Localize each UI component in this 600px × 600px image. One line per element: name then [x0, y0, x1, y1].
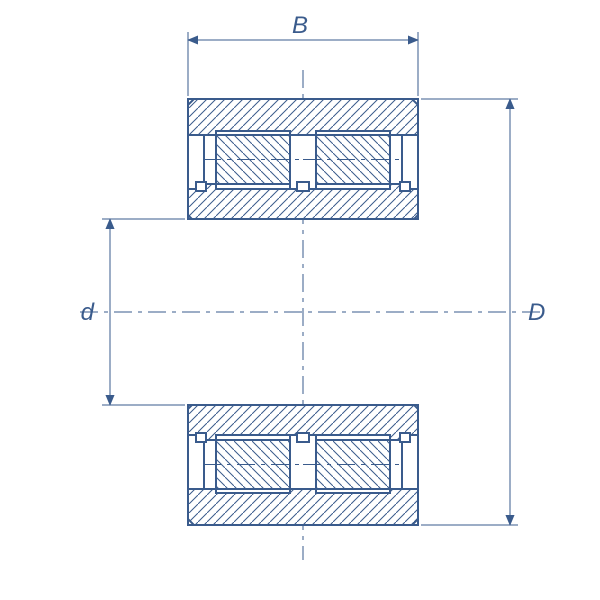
label-d: d	[81, 299, 95, 326]
label-B: B	[292, 12, 308, 39]
bearing-cross-section-diagram: B D d	[0, 0, 600, 600]
upper-half	[188, 99, 418, 219]
outer-ring-bottom	[188, 489, 418, 525]
lip-3	[400, 182, 410, 191]
label-D: D	[528, 299, 545, 326]
lip-b3	[400, 433, 410, 442]
cage-left-bot	[188, 435, 204, 489]
cage-mid-bot	[290, 435, 316, 489]
lower-half	[188, 405, 418, 525]
outer-ring-top	[188, 99, 418, 135]
cage-mid-top	[290, 135, 316, 189]
cage-left-top	[188, 135, 204, 189]
lip-b1	[196, 433, 206, 442]
lip-1	[196, 182, 206, 191]
cage-right-bot	[402, 435, 418, 489]
lip-b2	[297, 433, 309, 442]
cage-right-top	[402, 135, 418, 189]
lip-2	[297, 182, 309, 191]
